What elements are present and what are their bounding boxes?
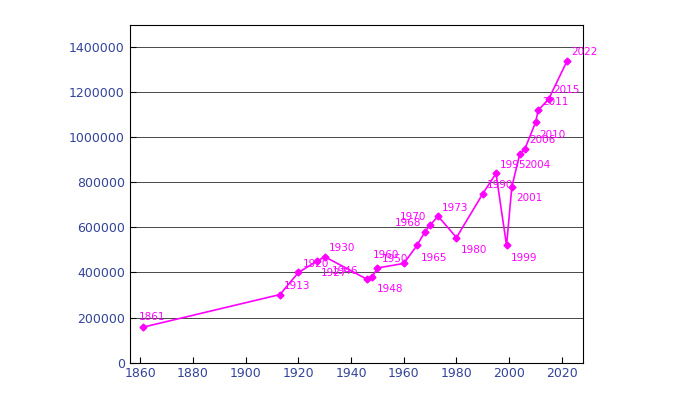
Text: 1965: 1965 [421, 253, 448, 263]
Text: 1960: 1960 [373, 250, 400, 260]
Text: 2011: 2011 [542, 97, 568, 107]
Text: 1973: 1973 [442, 203, 468, 213]
Text: 1950: 1950 [382, 254, 408, 265]
Text: 1970: 1970 [400, 212, 426, 222]
Text: 1930: 1930 [329, 243, 355, 253]
Text: 1927: 1927 [321, 269, 348, 279]
Text: 1990: 1990 [487, 180, 514, 190]
Text: 1946: 1946 [332, 266, 359, 276]
Text: 1861: 1861 [139, 312, 165, 322]
Text: 1999: 1999 [511, 253, 537, 263]
Text: 2022: 2022 [571, 47, 598, 57]
Text: 2001: 2001 [516, 193, 542, 203]
Text: 2004: 2004 [524, 160, 550, 170]
Text: 2006: 2006 [529, 135, 555, 145]
Text: 1980: 1980 [461, 245, 487, 255]
Text: 1920: 1920 [303, 259, 329, 269]
Text: 1995: 1995 [500, 160, 527, 170]
Text: 2015: 2015 [553, 85, 579, 96]
Text: 1948: 1948 [376, 284, 403, 294]
Text: 1913: 1913 [284, 281, 311, 291]
Text: 1968: 1968 [394, 218, 421, 228]
Text: 2010: 2010 [540, 130, 566, 140]
